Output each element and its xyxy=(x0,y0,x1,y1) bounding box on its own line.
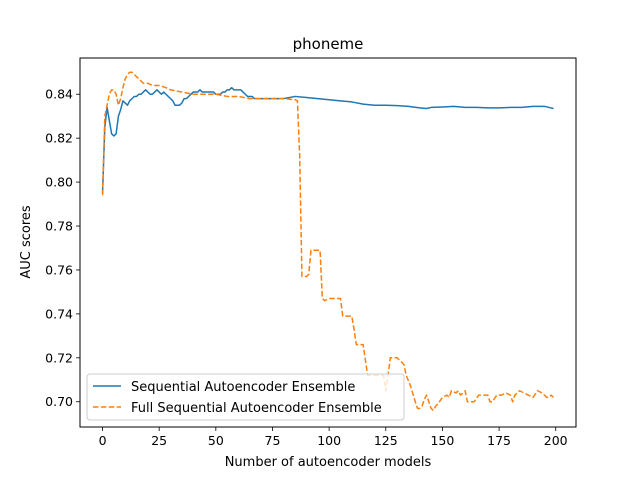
plot-area xyxy=(80,58,576,427)
y-tick-label: 0.84 xyxy=(45,87,73,102)
x-tick-label: 125 xyxy=(374,433,398,448)
x-tick-label: 75 xyxy=(265,433,281,448)
x-tick-label: 150 xyxy=(430,433,454,448)
axes-frame xyxy=(79,57,577,428)
x-tick-label: 0 xyxy=(99,433,107,448)
series-layer xyxy=(101,71,554,412)
y-tick-label: 0.70 xyxy=(45,394,73,409)
x-tick-label: 50 xyxy=(208,433,224,448)
y-tick-label: 0.76 xyxy=(45,262,73,277)
x-tick-label: 200 xyxy=(544,433,568,448)
series-line-sequential xyxy=(101,86,554,194)
legend-label-sequential: Sequential Autoencoder Ensemble xyxy=(131,380,355,395)
x-axis: 0 25 50 75 100 125 150 175 200 xyxy=(99,427,568,448)
x-axis-label: Number of autoencoder models xyxy=(225,455,432,470)
x-tick-label: 100 xyxy=(317,433,341,448)
y-axis: 0.70 0.72 0.74 0.76 0.78 0.80 0.82 0.84 xyxy=(45,87,80,409)
x-tick-label: 175 xyxy=(487,433,511,448)
legend-label-full-sequential: Full Sequential Autoencoder Ensemble xyxy=(131,401,382,416)
series-line-full-sequential xyxy=(101,71,554,412)
x-tick-label: 25 xyxy=(151,433,167,448)
y-tick-label: 0.78 xyxy=(45,219,73,234)
y-tick-label: 0.74 xyxy=(45,306,73,321)
chart-title: phoneme xyxy=(293,35,364,53)
legend: Sequential Autoencoder Ensemble Full Seq… xyxy=(86,373,405,421)
y-axis-label: AUC scores xyxy=(19,205,34,279)
y-tick-label: 0.82 xyxy=(45,131,73,146)
y-tick-label: 0.72 xyxy=(45,350,73,365)
y-tick-label: 0.80 xyxy=(45,175,73,190)
legend-box xyxy=(86,373,405,421)
